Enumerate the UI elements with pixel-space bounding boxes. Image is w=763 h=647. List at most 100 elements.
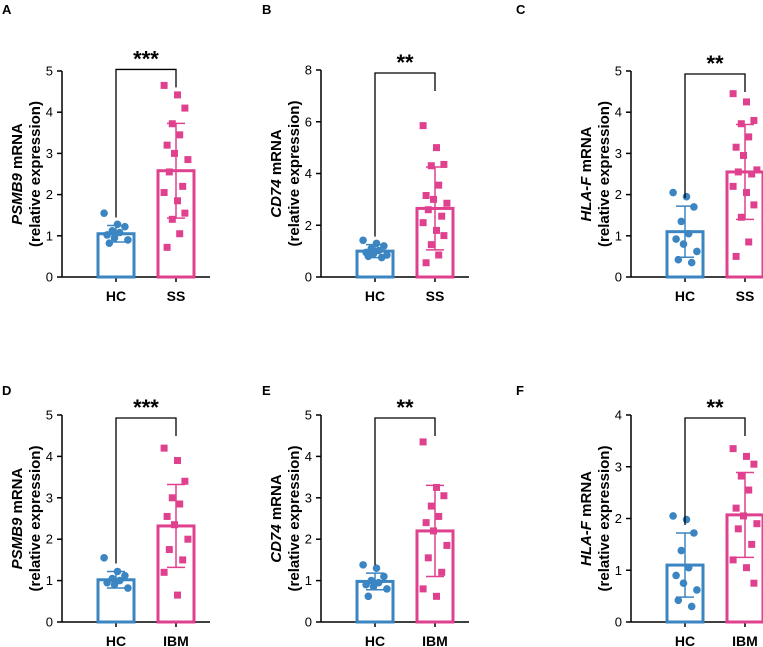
data-point-ibm bbox=[732, 504, 740, 512]
y-tick-label: 5 bbox=[46, 408, 53, 423]
data-point-hc bbox=[364, 252, 373, 261]
data-point-ss bbox=[743, 98, 750, 106]
data-point-ss bbox=[181, 104, 189, 112]
data-point-hc bbox=[103, 231, 111, 239]
y-tick-label: 3 bbox=[46, 146, 53, 161]
y-tick-label: 3 bbox=[615, 459, 622, 474]
y-axis-label-line1: CD74 mRNA bbox=[268, 474, 285, 563]
data-point-hc bbox=[672, 235, 680, 243]
data-point-ss bbox=[737, 120, 745, 128]
data-point-ibm bbox=[753, 520, 761, 528]
data-point-ss bbox=[419, 122, 427, 130]
y-tick-label: 0 bbox=[46, 270, 53, 285]
data-point-hc bbox=[374, 578, 383, 587]
data-point-hc bbox=[690, 529, 698, 537]
panel-letter: E bbox=[262, 383, 271, 398]
data-point-hc bbox=[372, 239, 381, 248]
significance-bracket bbox=[684, 73, 746, 199]
data-point-hc bbox=[687, 258, 696, 267]
data-point-ibm bbox=[427, 502, 435, 510]
panel-letter: D bbox=[2, 383, 11, 398]
data-point-hc bbox=[383, 585, 391, 593]
data-point-ibm bbox=[424, 554, 432, 562]
data-point-hc bbox=[115, 228, 124, 237]
x-tick-label: IBM bbox=[732, 633, 758, 647]
data-point-hc bbox=[110, 234, 119, 242]
data-point-hc bbox=[367, 576, 376, 585]
data-point-hc bbox=[124, 236, 132, 244]
data-point-ibm bbox=[729, 445, 737, 453]
y-axis-label-suffix: mRNA bbox=[268, 474, 285, 524]
data-point-ss bbox=[176, 230, 184, 238]
data-point-ibm bbox=[171, 521, 178, 529]
data-point-ss bbox=[419, 219, 427, 227]
y-axis-label-gene: PSMB9 bbox=[9, 517, 26, 569]
data-point-ibm bbox=[729, 556, 737, 564]
data-point-hc bbox=[359, 236, 367, 245]
data-point-ss bbox=[750, 116, 758, 124]
data-point-ss bbox=[427, 241, 435, 249]
x-tick-label: HC bbox=[106, 288, 126, 304]
data-point-ss bbox=[176, 131, 184, 139]
y-axis-label-suffix: mRNA bbox=[9, 123, 26, 173]
y-tick-label: 2 bbox=[46, 532, 53, 547]
data-point-hc bbox=[105, 239, 114, 248]
x-tick-label: IBM bbox=[422, 633, 448, 647]
data-point-ss bbox=[729, 90, 737, 98]
data-point-ss bbox=[174, 197, 181, 205]
significance-bracket bbox=[374, 72, 436, 237]
data-point-ibm bbox=[433, 483, 440, 491]
data-point-ibm bbox=[422, 519, 430, 527]
data-point-ibm bbox=[176, 500, 184, 508]
data-point-ss bbox=[750, 201, 758, 209]
y-tick-label: 4 bbox=[46, 449, 53, 464]
data-point-ss bbox=[168, 215, 176, 223]
y-tick-label: 3 bbox=[46, 490, 53, 505]
data-point-ibm bbox=[433, 592, 440, 600]
data-point-hc bbox=[103, 578, 111, 587]
data-point-hc bbox=[674, 255, 683, 264]
significance-stars: ** bbox=[706, 51, 724, 76]
y-axis-label-gene: HLA-F bbox=[578, 176, 595, 222]
y-tick-label: 6 bbox=[305, 114, 312, 129]
data-point-hc bbox=[372, 564, 381, 572]
data-point-hc bbox=[687, 602, 696, 611]
y-axis-label-suffix: mRNA bbox=[578, 471, 595, 521]
data-point-ss bbox=[743, 189, 750, 197]
data-point-hc bbox=[679, 240, 688, 248]
significance-stars: ** bbox=[396, 395, 414, 420]
significance-bracket bbox=[684, 417, 746, 525]
data-point-hc bbox=[359, 561, 367, 569]
data-point-ibm bbox=[165, 546, 173, 554]
y-tick-label: 2 bbox=[46, 187, 53, 202]
x-tick-label: HC bbox=[675, 288, 695, 304]
data-point-hc bbox=[682, 192, 691, 201]
data-point-hc bbox=[100, 209, 108, 217]
y-tick-label: 8 bbox=[305, 63, 312, 78]
data-point-hc bbox=[677, 217, 686, 226]
data-point-ss bbox=[435, 251, 443, 259]
data-point-ss bbox=[168, 120, 176, 128]
data-point-ss bbox=[745, 133, 753, 141]
data-point-ss bbox=[732, 143, 740, 151]
significance-bracket bbox=[115, 417, 177, 564]
y-tick-label: 0 bbox=[46, 615, 53, 630]
y-tick-label: 1 bbox=[615, 563, 622, 578]
data-point-ss bbox=[430, 195, 437, 203]
data-point-ss bbox=[440, 232, 448, 240]
data-point-ss bbox=[165, 168, 173, 176]
panel-f: F 0 1 2 3 4 HC IBM HLA-F mRNA (relative expressio… bbox=[516, 383, 763, 647]
data-point-ss bbox=[422, 259, 430, 267]
y-tick-label: 0 bbox=[615, 615, 622, 630]
data-point-ss bbox=[443, 199, 451, 207]
data-point-ibm bbox=[174, 591, 181, 599]
y-tick-label: 4 bbox=[305, 166, 312, 181]
y-tick-label: 2 bbox=[305, 532, 312, 547]
data-point-hc bbox=[682, 515, 691, 524]
data-point-ss bbox=[174, 91, 181, 99]
y-axis-label-gene: CD74 bbox=[268, 179, 285, 218]
data-point-ibm bbox=[419, 585, 427, 593]
y-tick-label: 1 bbox=[305, 573, 312, 588]
data-point-ss bbox=[729, 182, 737, 190]
data-point-ibm bbox=[163, 512, 171, 520]
